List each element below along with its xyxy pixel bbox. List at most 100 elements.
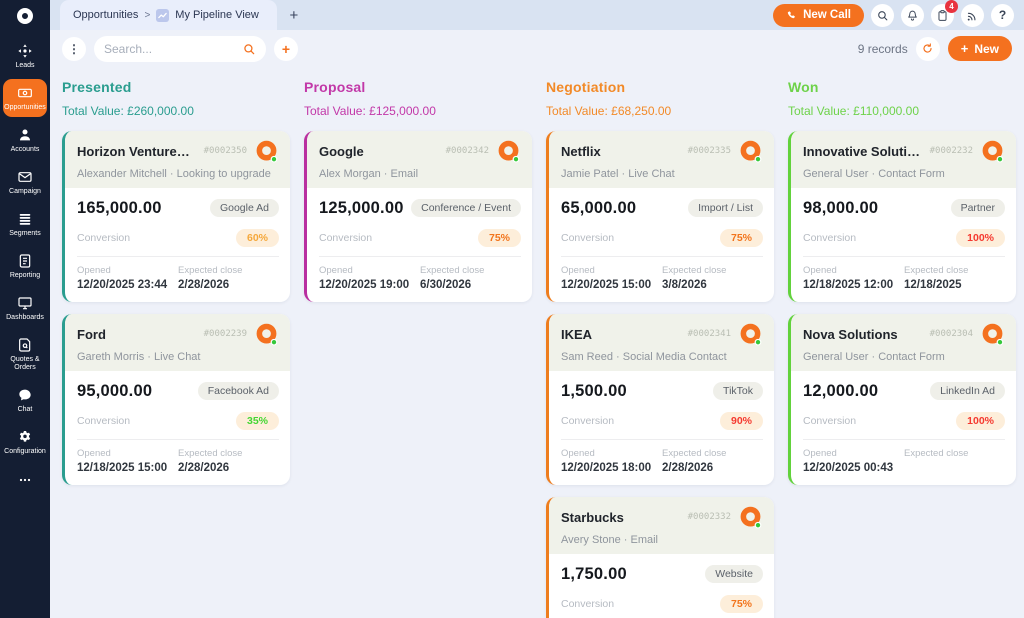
source-tag: Facebook Ad (197, 382, 279, 400)
conversion-badge: 35% (235, 412, 279, 430)
search-box (94, 35, 266, 62)
card-id: #0002232 (929, 146, 973, 156)
card-divider (319, 256, 521, 257)
sidebar-item-more[interactable] (3, 466, 47, 493)
opportunity-card[interactable]: Starbucks #0002332 Avery Stone · Email 1… (546, 497, 774, 618)
card-subtitle: Alex Morgan · Email (319, 168, 419, 180)
card-header: Innovative Solutions #0002232 General Us… (791, 131, 1016, 188)
add-filter-button[interactable]: + (274, 36, 298, 61)
tasks-button[interactable]: 4 (931, 0, 958, 27)
sidebar-item-opportunities[interactable]: Opportunities (3, 79, 47, 118)
opened-label: Opened (77, 448, 111, 459)
source-tag: TikTok (713, 382, 763, 400)
reporting-icon (17, 253, 33, 269)
search-submit-icon[interactable] (242, 42, 256, 56)
refresh-button[interactable] (915, 36, 940, 61)
conversion-label: Conversion (77, 232, 131, 244)
card-header: Netflix #0002335 Jamie Patel · Live Chat (549, 131, 774, 188)
new-tab-button[interactable]: + (289, 6, 299, 24)
sidebar-item-segments[interactable]: Segments (3, 205, 47, 243)
record-avatar-icon (738, 505, 763, 530)
new-call-button[interactable]: New Call (773, 3, 864, 27)
expected-close-value (904, 462, 1005, 475)
card-body: 125,000.00 Conference / Event Conversion… (307, 188, 532, 302)
sidebar-item-leads[interactable]: Leads (3, 37, 47, 75)
card-id: #0002332 (687, 512, 731, 522)
card-divider (561, 439, 763, 440)
card-id: #0002335 (687, 146, 731, 156)
card-divider (77, 256, 279, 257)
opened-value: 12/20/2025 15:00 (561, 279, 652, 291)
opportunity-card[interactable]: Horizon Ventures PLC #0002350 Alexander … (62, 131, 290, 302)
card-title: Starbucks (561, 509, 624, 525)
tab-bar: Opportunities > My Pipeline View + New C… (50, 0, 1024, 30)
feed-button[interactable] (961, 3, 984, 27)
conversion-label: Conversion (319, 232, 373, 244)
expected-close-value: 3/8/2026 (662, 279, 707, 291)
card-amount: 165,000.00 (77, 198, 162, 217)
sidebar-item-configuration[interactable]: Configuration (3, 423, 47, 461)
conversion-badge: 100% (956, 229, 1005, 247)
card-body: 1,500.00 TikTok Conversion 90% Opened 12… (549, 371, 774, 485)
source-tag: Import / List (688, 199, 763, 217)
help-button[interactable]: ? (991, 3, 1014, 27)
opportunity-card[interactable]: Netflix #0002335 Jamie Patel · Live Chat… (546, 131, 774, 302)
sidebar-item-campaign[interactable]: Campaign (3, 163, 47, 201)
column-cards: Horizon Ventures PLC #0002350 Alexander … (62, 131, 290, 485)
sidebar-item-label: Dashboards (6, 314, 44, 322)
quotes-icon (17, 337, 33, 353)
sidebar-item-quotes-orders[interactable]: Quotes & Orders (3, 331, 47, 377)
tab-my-pipeline-view[interactable]: Opportunities > My Pipeline View (60, 0, 277, 30)
expected-close-label: Expected close (178, 448, 243, 459)
new-record-label: New (974, 41, 999, 56)
card-title: Nova Solutions (803, 326, 898, 342)
card-subtitle: Jamie Patel · Live Chat (561, 168, 675, 180)
new-record-button[interactable]: + New (947, 36, 1012, 61)
configuration-icon (17, 429, 33, 445)
card-header: Ford #0002239 Gareth Morris · Live Chat (65, 314, 290, 371)
opportunity-card[interactable]: Google #0002342 Alex Morgan · Email 125,… (304, 131, 532, 302)
card-body: 1,750.00 Website Conversion 75% Opened E… (549, 554, 774, 618)
opportunity-card[interactable]: IKEA #0002341 Sam Reed · Social Media Co… (546, 314, 774, 485)
opened-value: 12/20/2025 23:44 (77, 279, 168, 291)
search-input[interactable] (104, 41, 242, 56)
card-amount: 125,000.00 (319, 198, 404, 217)
list-menu-button[interactable]: ⋮ (62, 36, 86, 61)
card-title: Innovative Solutions (803, 143, 923, 159)
expected-close-label: Expected close (178, 265, 243, 276)
opened-label: Opened (77, 265, 111, 276)
sidebar-item-reporting[interactable]: Reporting (3, 247, 47, 285)
app-logo[interactable] (0, 0, 50, 31)
card-subtitle: Avery Stone · Email (561, 534, 659, 546)
conversion-label: Conversion (561, 598, 615, 610)
card-id: #0002350 (203, 146, 247, 156)
record-avatar-icon (980, 322, 1005, 347)
conversion-label: Conversion (77, 415, 131, 427)
conversion-badge: 75% (477, 229, 521, 247)
global-search-button[interactable] (871, 3, 894, 27)
opportunity-card[interactable]: Nova Solutions #0002304 General User · C… (788, 314, 1016, 485)
card-id: #0002341 (687, 329, 731, 339)
sidebar-item-accounts[interactable]: Accounts (3, 121, 47, 159)
breadcrumb[interactable]: Opportunities (73, 9, 139, 21)
expected-close-label: Expected close (904, 448, 969, 459)
expected-close-label: Expected close (662, 448, 727, 459)
conversion-label: Conversion (803, 415, 857, 427)
leads-icon (17, 43, 33, 59)
opportunity-card[interactable]: Ford #0002239 Gareth Morris · Live Chat … (62, 314, 290, 485)
card-header: IKEA #0002341 Sam Reed · Social Media Co… (549, 314, 774, 371)
column-title: Negotiation (546, 79, 626, 95)
kanban-column-proposal: Proposal Total Value: £125,000.00 Google … (304, 79, 532, 618)
conversion-badge: 75% (719, 229, 763, 247)
notifications-button[interactable] (901, 3, 924, 27)
card-subtitle: General User · Contact Form (803, 168, 945, 180)
sidebar-item-dashboards[interactable]: Dashboards (3, 289, 47, 327)
opportunity-card[interactable]: Innovative Solutions #0002232 General Us… (788, 131, 1016, 302)
column-cards: Netflix #0002335 Jamie Patel · Live Chat… (546, 131, 774, 618)
sidebar: Leads Opportunities Accounts Campaign Segmen… (0, 0, 50, 618)
conversion-badge: 75% (719, 595, 763, 613)
sidebar-item-chat[interactable]: Chat (3, 381, 47, 419)
expected-close-value: 2/28/2026 (178, 279, 230, 291)
column-total-value: Total Value: £110,000.00 (788, 104, 919, 118)
card-header: Starbucks #0002332 Avery Stone · Email (549, 497, 774, 554)
